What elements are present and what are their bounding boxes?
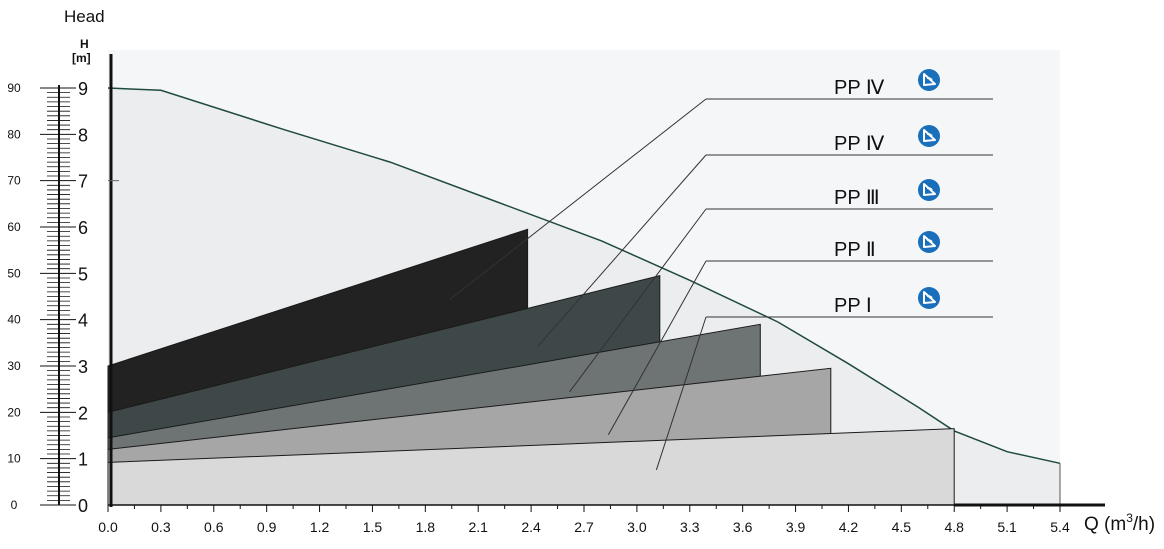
y-ticks: 0 0 1 10 2 20 3 30 4 40 5 50 6 60 7 70 8 80 9 90 bbox=[7, 79, 119, 516]
logo-icon bbox=[918, 125, 940, 147]
x-tick-label: 2.4 bbox=[521, 519, 541, 535]
leader-lines bbox=[449, 98, 993, 471]
x-tick-label: 1.5 bbox=[363, 519, 383, 535]
logo-icon bbox=[918, 69, 940, 91]
x-tick-label: 1.2 bbox=[310, 519, 330, 535]
x-tick-label: 0.6 bbox=[204, 519, 224, 535]
x-tick-label: 4.8 bbox=[944, 519, 964, 535]
x-tick-label: 0.0 bbox=[98, 519, 118, 535]
secondary-tick-label: 60 bbox=[7, 220, 21, 234]
logo-icon bbox=[918, 287, 940, 309]
logo-icon bbox=[918, 231, 940, 253]
x-axis-label: Q (m3/h) bbox=[1084, 511, 1155, 535]
x-tick-label: 4.2 bbox=[839, 519, 859, 535]
series-layer bbox=[107, 228, 955, 506]
x-tick-label: 1.8 bbox=[416, 519, 436, 535]
secondary-tick-label: 70 bbox=[7, 174, 21, 188]
secondary-tick-label: 90 bbox=[7, 81, 21, 95]
secondary-tick-label: 0 bbox=[11, 498, 18, 512]
top-label: Head bbox=[64, 7, 105, 26]
secondary-tick-label: 80 bbox=[7, 127, 21, 141]
left-axis-unit: [m] bbox=[72, 51, 91, 65]
x-tick-label: 3.0 bbox=[627, 519, 647, 535]
x-tick-label: 5.1 bbox=[997, 519, 1017, 535]
y-tick-label: 8 bbox=[78, 125, 88, 145]
x-tick-label: 4.5 bbox=[892, 519, 912, 535]
x-tick-label: 2.1 bbox=[468, 519, 488, 535]
x-tick-label: 3.9 bbox=[786, 519, 806, 535]
x-tick-label: 0.9 bbox=[257, 519, 277, 535]
x-tick-label: 2.7 bbox=[574, 519, 594, 535]
secondary-tick-label: 40 bbox=[7, 313, 21, 327]
secondary-tick-label: 50 bbox=[7, 266, 21, 280]
y-tick-label: 0 bbox=[78, 496, 88, 516]
legend-label-5: PP Ⅰ bbox=[834, 295, 872, 317]
y-tick-label: 3 bbox=[78, 357, 88, 377]
x-tick-label: 5.4 bbox=[1050, 519, 1070, 535]
legend-label-3: PP Ⅲ bbox=[834, 187, 880, 209]
x-tick-label: 0.3 bbox=[151, 519, 171, 535]
y-tick-label: 7 bbox=[78, 172, 88, 192]
y-tick-label: 6 bbox=[78, 218, 88, 238]
leader-line-1 bbox=[449, 98, 707, 301]
leader-line-2 bbox=[537, 154, 707, 347]
y-tick-label: 5 bbox=[78, 264, 88, 284]
y-tick-label: 1 bbox=[78, 450, 88, 470]
y-tick-label: 4 bbox=[78, 311, 88, 331]
legend-label-1: PP Ⅳ bbox=[834, 77, 885, 99]
x-ticks: 0.0 0.3 0.6 0.9 1.2 1.5 1.8 2.1 2.4 2.7 3.0 3.3 3.6 3… bbox=[98, 505, 1070, 535]
y-tick-label: 2 bbox=[78, 403, 88, 423]
leader-line-3 bbox=[569, 208, 707, 393]
leader-line-5 bbox=[655, 316, 707, 471]
legend-label-4: PP Ⅱ bbox=[834, 239, 876, 261]
legend-label-2: PP Ⅳ bbox=[834, 133, 885, 155]
left-axis-label: H bbox=[80, 37, 89, 51]
logo-icon bbox=[918, 179, 940, 201]
legend: PP Ⅳ PP Ⅳ PP Ⅲ PP Ⅱ PP Ⅰ bbox=[834, 69, 940, 317]
leader-line-4 bbox=[607, 260, 707, 436]
secondary-tick-label: 20 bbox=[7, 405, 21, 419]
x-tick-label: 3.6 bbox=[733, 519, 753, 535]
y-tick-label: 9 bbox=[78, 79, 88, 99]
secondary-tick-label: 10 bbox=[7, 452, 21, 466]
x-tick-label: 3.3 bbox=[680, 519, 700, 535]
secondary-tick-label: 30 bbox=[7, 359, 21, 373]
